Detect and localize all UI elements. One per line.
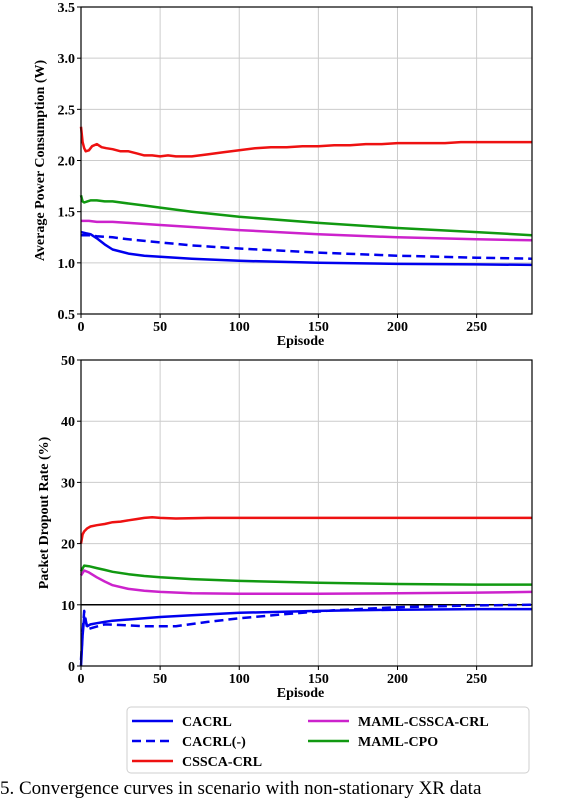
series-line-cacrl xyxy=(80,230,533,267)
legend: CACRL MAML-CSSCA-CRL CACRL(-) MAML-CPO CSSCA… xyxy=(126,706,530,774)
chart-panel-2: 0 50 100 150 200 250 0 10 20 30 40 50 Episode Packet … xyxy=(37,354,533,701)
y-tick-label: 1.0 xyxy=(58,257,76,272)
y-tick-label: 0 xyxy=(68,660,75,675)
x-tick-label: 100 xyxy=(229,320,250,335)
x-tick-label: 250 xyxy=(466,320,487,335)
series-line-cssca-crl xyxy=(79,516,532,544)
x-tick-label: 0 xyxy=(78,320,85,335)
series-line-cacrl xyxy=(81,233,533,260)
figure-caption: 5. Convergence curves in scenario with n… xyxy=(0,778,482,799)
legend-label-maml-cpo: MAML-CPO xyxy=(358,735,438,750)
y-tick-label: 10 xyxy=(61,599,75,614)
chart-panel-1: 0 50 100 150 200 250 0.5 1.0 1.5 2.0 2.5 3.0 3.5 Epis… xyxy=(33,1,533,349)
x-tick-label: 0 xyxy=(78,672,85,687)
series-line-maml-cssca-crl xyxy=(79,569,533,596)
y-tick-label: 2.5 xyxy=(58,103,76,118)
legend-label-cssca-crl: CSSCA-CRL xyxy=(182,755,262,770)
y-tick-label: 20 xyxy=(61,538,75,553)
series-line-cacrl xyxy=(79,603,533,660)
x-tick-label: 150 xyxy=(308,672,329,687)
y-tick-label: 50 xyxy=(61,354,75,369)
y-tick-label: 3.0 xyxy=(58,52,76,67)
series-line-cssca-crl xyxy=(79,126,532,158)
y-tick-label: 0.5 xyxy=(58,308,76,323)
plot-frame xyxy=(80,359,533,667)
legend-label-maml-cssca-crl: MAML-CSSCA-CRL xyxy=(358,715,489,730)
y-tick-label: 3.5 xyxy=(58,1,76,16)
x-tick-label: 150 xyxy=(308,320,329,335)
x-axis-title: Episode xyxy=(277,686,324,701)
x-tick-label: 50 xyxy=(153,672,167,687)
x-tick-label: 250 xyxy=(466,672,487,687)
y-tick-label: 40 xyxy=(61,415,75,430)
legend-label-cacrl: CACRL(-) xyxy=(182,735,246,750)
x-tick-label: 50 xyxy=(153,320,167,335)
x-tick-label: 200 xyxy=(387,320,408,335)
y-axis-title: Average Power Consumption (W) xyxy=(33,60,48,262)
x-tick-label: 100 xyxy=(229,672,250,687)
x-tick-label: 200 xyxy=(387,672,408,687)
series-line-maml-cssca-crl xyxy=(81,219,533,242)
legend-label-cacrl: CACRL xyxy=(182,715,232,730)
series-line-maml-cpo xyxy=(79,564,532,586)
x-axis-title: Episode xyxy=(277,334,324,349)
y-tick-label: 1.5 xyxy=(58,206,76,221)
series-line-maml-cpo xyxy=(79,194,533,237)
series-line-cacrl xyxy=(79,607,532,667)
y-axis-title: Packet Dropout Rate (%) xyxy=(37,436,52,589)
y-tick-label: 2.0 xyxy=(58,155,76,170)
y-tick-label: 30 xyxy=(61,476,75,491)
